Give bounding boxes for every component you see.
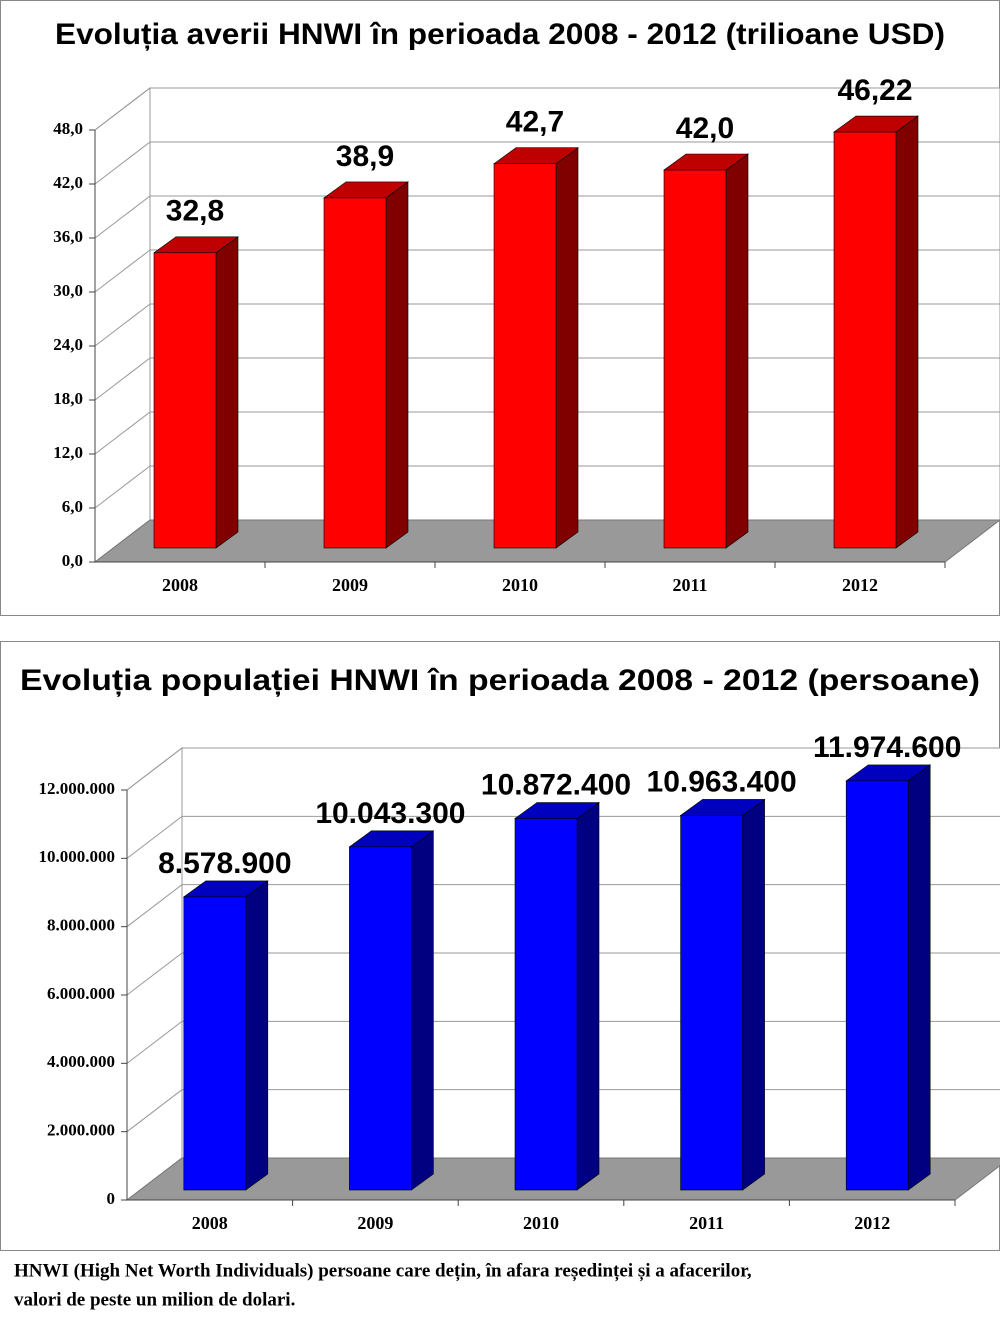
grid-line [94,141,1000,185]
y-tick-label: 18,0 [53,389,83,408]
y-tick-label: 2.000.000 [47,1121,115,1140]
value-label: 10.043.300 [315,797,465,830]
x-tick-label: 2009 [357,1213,393,1233]
bar-side [576,801,600,1191]
x-tick-label: 2012 [842,575,878,595]
value-label: 32,8 [166,195,224,228]
value-label: 42,7 [506,106,564,139]
footnote: HNWI (High Net Worth Individuals) persoa… [14,1260,752,1281]
x-tick-label: 2012 [854,1213,890,1233]
grid-line [94,87,1000,131]
bar-side [385,181,409,549]
bar-side [215,236,239,549]
bar [680,815,743,1191]
x-tick-label: 2010 [523,1213,559,1233]
x-tick-label: 2011 [672,575,707,595]
bar-side [907,764,931,1191]
y-tick-label: 12,0 [53,443,83,462]
y-tick-label: 48,0 [53,119,83,138]
footnote: valori de peste un milion de dolari. [14,1289,295,1310]
y-tick-label: 0,0 [62,551,83,570]
bar [845,780,909,1191]
bar [663,169,727,549]
y-tick-label: 30,0 [53,281,83,300]
x-tick-label: 2010 [502,575,538,595]
bar-side [895,115,919,549]
y-tick-label: 6,0 [62,497,83,516]
x-tick-label: 2008 [192,1213,228,1233]
y-tick-label: 6.000.000 [47,984,115,1003]
bar [349,846,412,1191]
bar-side [555,147,579,549]
y-tick-label: 4.000.000 [47,1052,115,1071]
chart-title: Evoluția populației HNWI în perioada 200… [20,664,980,697]
bar [183,896,247,1191]
x-tick-label: 2009 [332,575,368,595]
y-tick-label: 8.000.000 [47,916,115,935]
y-tick-label: 42,0 [53,173,83,192]
value-label: 38,9 [336,140,394,173]
y-tick-label: 10.000.000 [39,847,116,866]
x-tick-label: 2008 [162,575,198,595]
bar [514,818,578,1191]
value-label: 8.578.900 [158,847,291,880]
bar [153,252,217,549]
grid-line [126,747,1000,791]
bar-side [725,153,749,549]
x-tick-label: 2011 [689,1213,724,1233]
value-label: 10.963.400 [647,765,797,798]
bar [493,163,557,549]
y-tick-label: 0 [107,1189,116,1208]
value-label: 10.872.400 [481,768,631,801]
y-tick-label: 24,0 [53,335,83,354]
y-tick-label: 36,0 [53,227,83,246]
chart-title: Evoluția averii HNWI în perioada 2008 - … [55,18,945,51]
bar [833,131,897,549]
value-label: 42,0 [676,112,734,145]
y-tick-label: 12.000.000 [39,779,116,798]
bar-side [411,830,434,1191]
value-label: 46,22 [837,74,912,107]
bar-side [245,880,269,1191]
value-label: 11.974.600 [813,731,962,764]
bar [323,197,387,549]
bar-side [742,798,765,1191]
